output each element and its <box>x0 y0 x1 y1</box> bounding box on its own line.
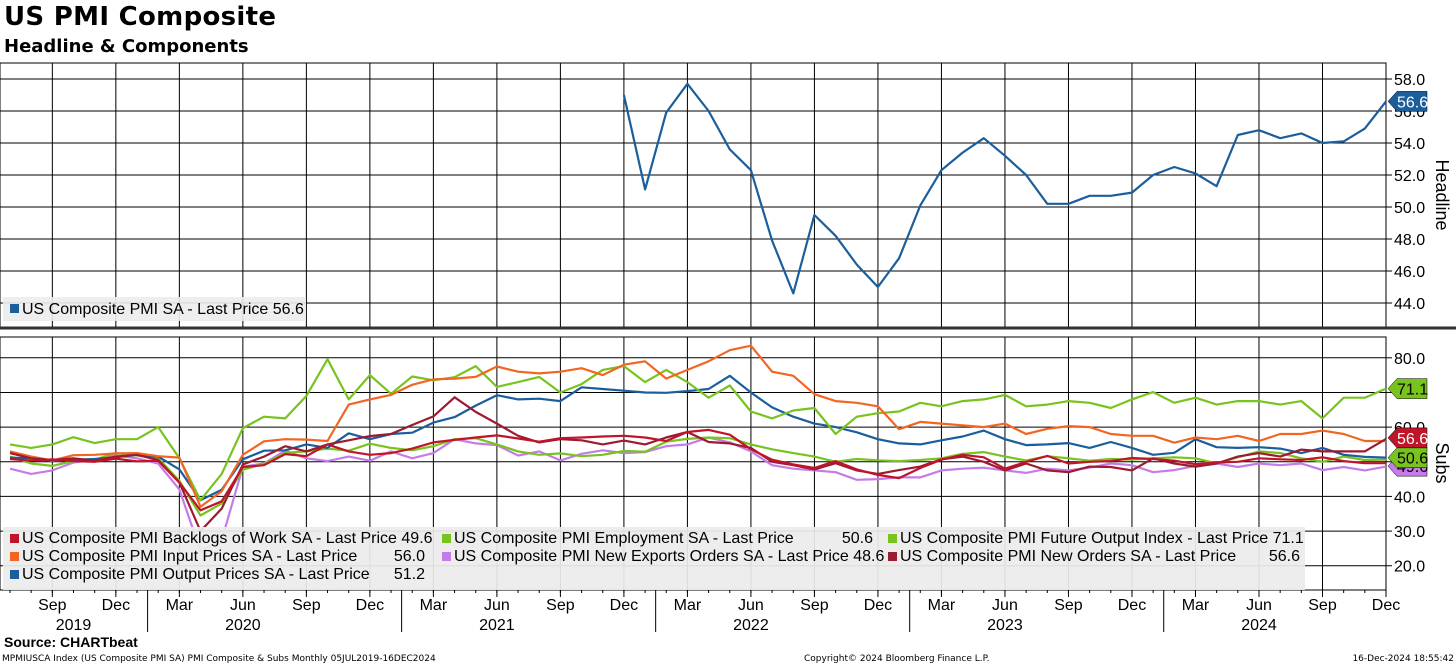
series-line-input_prices <box>9 344 1386 508</box>
subs-y-tick-label: 20.0 <box>1394 559 1425 576</box>
legend-value-input_prices: 56.0 <box>394 548 425 565</box>
source-note: Source: CHARTbeat <box>4 634 138 650</box>
badge-shape <box>1387 447 1428 468</box>
series-line-new_orders <box>9 396 1387 533</box>
x-tick-label: Jun <box>484 597 510 614</box>
headline-y-tick-label: 52.0 <box>1394 168 1425 185</box>
legend-swatch-headline <box>10 304 19 313</box>
legend-entry-output_prices: US Composite PMI Output Prices SA - Last… <box>22 566 370 583</box>
subs-y-tick-label: 40.0 <box>1394 489 1425 506</box>
footer-ticker-info: MPMIUSCA Index (US Composite PMI SA) PMI… <box>2 654 436 664</box>
series-line-headline <box>622 82 1387 295</box>
x-tick-label: Jun <box>230 597 256 614</box>
legend-swatch-input_prices <box>10 552 19 561</box>
legend-swatch-new_exports <box>442 552 451 561</box>
legend-value-new_orders: 56.6 <box>1269 548 1300 565</box>
footer-copyright: Copyright© 2024 Bloomberg Finance L.P. <box>804 654 990 664</box>
x-tick-label: Sep <box>800 597 829 614</box>
series-line-backlogs <box>9 428 1386 512</box>
x-tick-label: Mar <box>928 597 956 614</box>
headline-axis-label: Headline <box>1432 159 1452 230</box>
x-tick-label: Mar <box>1182 597 1210 614</box>
x-tick-label: Dec <box>356 597 384 614</box>
badge-value: 50.6 <box>1397 451 1428 468</box>
legend-swatch-backlogs <box>10 534 19 543</box>
legend-swatch-new_orders <box>888 552 897 561</box>
new-orders-last-value-badge: 56.6 <box>1387 427 1428 449</box>
chart-subtitle: Headline & Components <box>4 36 249 57</box>
legend-value-employment: 50.6 <box>842 530 873 547</box>
subs-y-tick-label: 30.0 <box>1394 524 1425 541</box>
x-tick-label: Mar <box>420 597 448 614</box>
series-line-new_exports <box>9 436 1387 553</box>
x-tick-label: Dec <box>610 597 638 614</box>
headline-y-tick-label: 44.0 <box>1394 296 1425 313</box>
x-year-label: 2022 <box>733 617 769 634</box>
legend-value-output_prices: 51.2 <box>394 566 425 583</box>
x-tick-label: Jun <box>1246 597 1272 614</box>
badge-value: 71.1 <box>1397 382 1428 399</box>
legend-swatch-output_prices <box>10 570 19 579</box>
legend-swatch-employment <box>442 534 451 543</box>
subs-legend-bg <box>3 527 1305 590</box>
x-year-label: 2021 <box>479 617 515 634</box>
headline-y-tick-label: 48.0 <box>1394 232 1425 249</box>
headline-y-tick-label: 58.0 <box>1394 72 1425 89</box>
headline-last-value-badge: 56.6 <box>1387 91 1428 112</box>
chart-title: US PMI Composite <box>4 2 277 32</box>
employment-last-value-badge: 50.6 <box>1387 447 1428 468</box>
subs-y-tick-label: 80.0 <box>1394 351 1425 368</box>
badge-value: 56.6 <box>1397 431 1428 448</box>
headline-legend-bg <box>3 297 306 321</box>
x-tick-label: Dec <box>102 597 130 614</box>
badge-shape <box>1387 378 1428 399</box>
x-tick-label: Sep <box>292 597 321 614</box>
badge-shape <box>1387 427 1428 449</box>
x-tick-label: Mar <box>674 597 702 614</box>
x-tick-label: Sep <box>1308 597 1337 614</box>
x-tick-label: Mar <box>166 597 194 614</box>
headline-y-tick-label: 46.0 <box>1394 264 1425 281</box>
badge-shape <box>1387 91 1428 112</box>
x-tick-label: Sep <box>38 597 67 614</box>
x-tick-label: Jun <box>738 597 764 614</box>
subs-axis-label: Subs <box>1432 442 1452 483</box>
legend-entry-new_orders: US Composite PMI New Orders SA - Last Pr… <box>900 548 1236 565</box>
legend-entry-input_prices: US Composite PMI Input Prices SA - Last … <box>22 548 357 565</box>
x-year-label: 2019 <box>56 617 92 634</box>
legend-entry-backlogs: US Composite PMI Backlogs of Work SA - L… <box>22 530 433 547</box>
x-tick-label: Dec <box>1118 597 1146 614</box>
x-tick-label: Dec <box>864 597 892 614</box>
headline-panel-frame <box>0 62 1387 328</box>
future-output-last-value-badge: 71.1 <box>1387 378 1428 399</box>
legend-swatch-future_output <box>888 534 897 543</box>
x-tick-label: Sep <box>546 597 575 614</box>
x-year-label: 2024 <box>1241 617 1277 634</box>
x-year-label: 2020 <box>225 617 261 634</box>
headline-y-tick-label: 50.0 <box>1394 200 1425 217</box>
headline-y-tick-label: 54.0 <box>1394 136 1425 153</box>
x-year-label: 2023 <box>987 617 1023 634</box>
badge-value: 56.6 <box>1397 94 1428 111</box>
footer-timestamp: 16-Dec-2024 18:55:42 <box>1352 654 1454 664</box>
legend-entry-headline: US Composite PMI SA - Last Price 56.6 <box>22 301 304 318</box>
legend-entry-new_exports: US Composite PMI New Exports Orders SA -… <box>454 548 884 565</box>
x-tick-label: Dec <box>1372 597 1400 614</box>
x-tick-label: Sep <box>1054 597 1083 614</box>
x-tick-label: Jun <box>992 597 1018 614</box>
series-line-future_output <box>9 358 1387 502</box>
legend-entry-employment: US Composite PMI Employment SA - Last Pr… <box>454 530 794 547</box>
legend-entry-future_output: US Composite PMI Future Output Index - L… <box>900 530 1304 547</box>
